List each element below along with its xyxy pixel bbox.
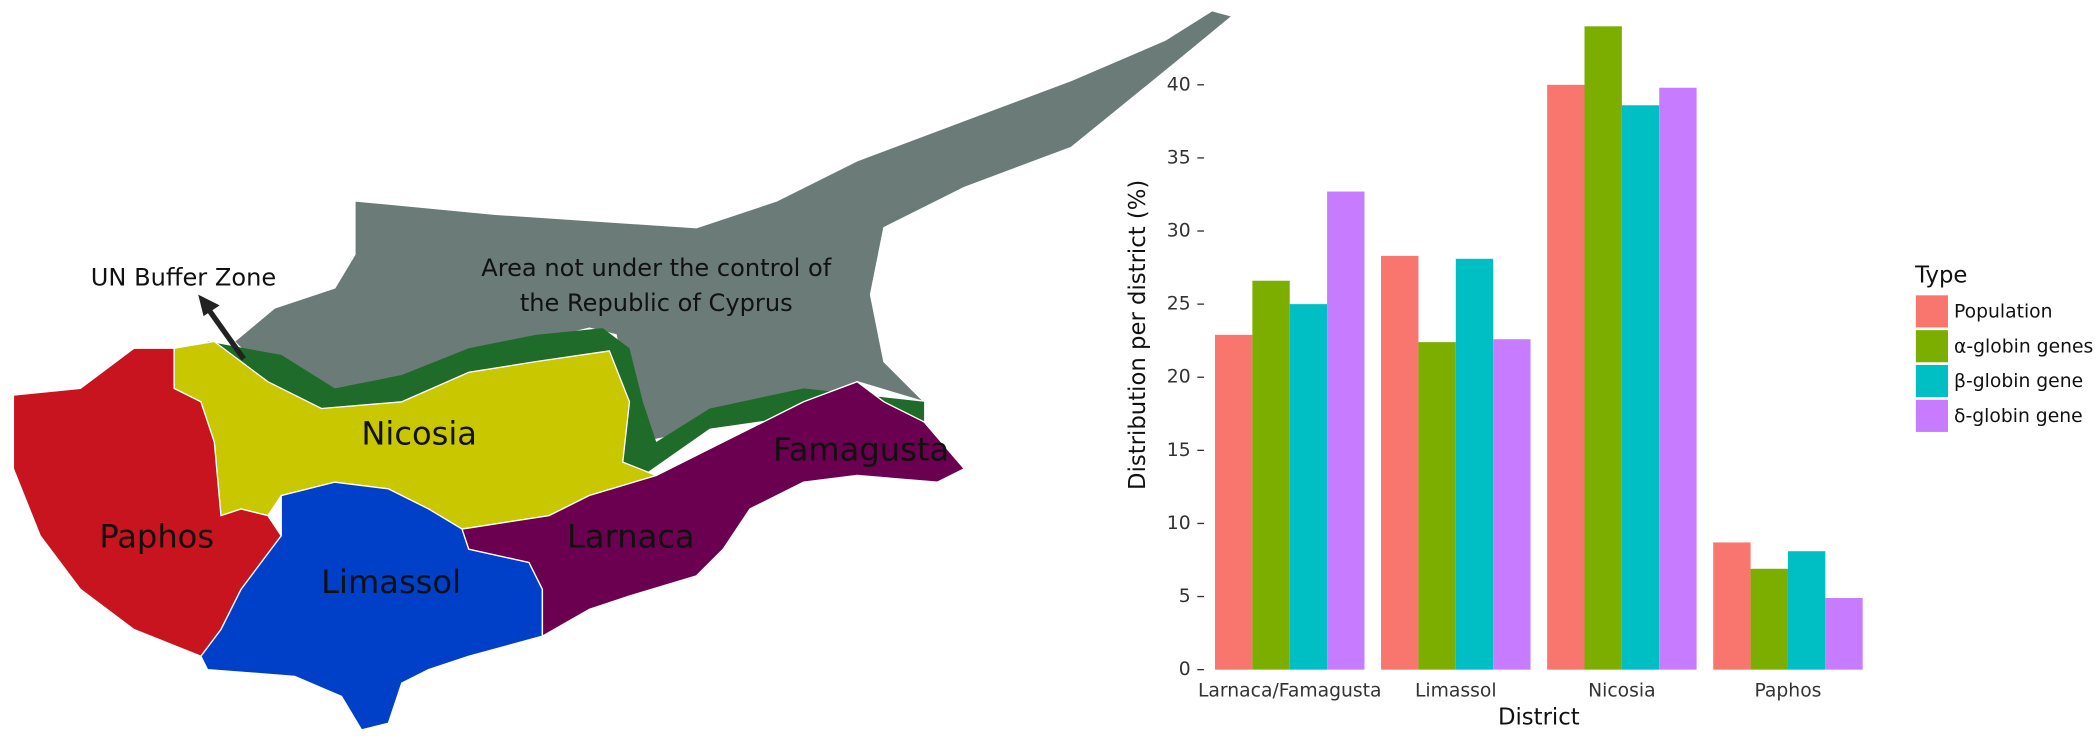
bar xyxy=(1493,339,1531,670)
map-label: UN Buffer Zone xyxy=(91,264,276,292)
y-tick-label: 10 xyxy=(1167,513,1191,534)
legend-title: Type xyxy=(1914,262,1967,288)
legend-swatch xyxy=(1914,398,1950,434)
y-tick-label: 0 xyxy=(1179,659,1191,680)
bar xyxy=(1252,280,1290,670)
bar xyxy=(1418,342,1456,670)
map-label: Limassol xyxy=(321,563,461,601)
bar xyxy=(1381,255,1419,670)
legend-label: Population xyxy=(1954,302,2053,323)
bar xyxy=(1713,542,1751,670)
bar xyxy=(1584,26,1622,670)
bar-chart: 0 5 10 15 20 25 30 35 40 Distribution per distric… xyxy=(1125,26,2093,730)
y-tick-label: 35 xyxy=(1167,147,1191,168)
north-area xyxy=(233,10,1234,443)
bar xyxy=(1621,105,1660,670)
bar xyxy=(1787,551,1826,670)
y-tick-label: 20 xyxy=(1167,367,1191,388)
legend-label: δ-globin gene xyxy=(1954,406,2083,427)
bar xyxy=(1215,334,1253,670)
legend-label: β-globin gene xyxy=(1954,371,2083,392)
bar xyxy=(1659,87,1697,670)
bar xyxy=(1289,304,1328,670)
bar xyxy=(1750,568,1788,670)
map-label: Famagusta xyxy=(773,430,949,468)
x-tick-label: Limassol xyxy=(1415,681,1497,702)
buffer-zone xyxy=(207,328,925,476)
map-label: the Republic of Cyprus xyxy=(520,289,793,317)
y-tick-label: 15 xyxy=(1167,440,1191,461)
y-tick-label: 40 xyxy=(1167,74,1191,95)
x-tick-label: Larnaca/Famagusta xyxy=(1198,681,1382,702)
y-axis-title: Distribution per district (%) xyxy=(1125,180,1151,490)
map-label: Area not under the control of xyxy=(481,254,832,282)
limassol-region xyxy=(200,481,544,731)
legend-swatch xyxy=(1914,328,1950,364)
arrow-head xyxy=(198,294,220,317)
arrow-shaft xyxy=(205,306,246,361)
bar xyxy=(1455,258,1494,670)
legend-label: α-globin genes xyxy=(1954,336,2093,357)
y-tick-label: 30 xyxy=(1167,221,1191,242)
y-tick-label: 25 xyxy=(1167,294,1191,315)
y-tick-label: 5 xyxy=(1179,586,1191,607)
legend-swatch xyxy=(1914,293,1950,329)
bar xyxy=(1547,84,1585,670)
larnaca-region xyxy=(461,380,966,638)
paphos-region xyxy=(12,347,283,658)
map-label: Nicosia xyxy=(361,414,477,452)
x-axis-title: District xyxy=(1498,704,1580,730)
map: UN Buffer Zone Area not under the contro… xyxy=(12,10,1234,731)
x-tick-label: Paphos xyxy=(1754,681,1821,702)
map-label: Larnaca xyxy=(567,517,695,555)
x-tick-label: Nicosia xyxy=(1588,681,1655,702)
map-label: Paphos xyxy=(99,517,214,555)
bar xyxy=(1327,191,1365,670)
bar xyxy=(1825,598,1863,670)
legend-swatch xyxy=(1914,363,1950,399)
